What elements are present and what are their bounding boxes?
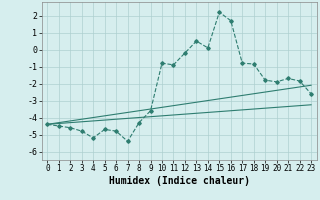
X-axis label: Humidex (Indice chaleur): Humidex (Indice chaleur) <box>109 176 250 186</box>
